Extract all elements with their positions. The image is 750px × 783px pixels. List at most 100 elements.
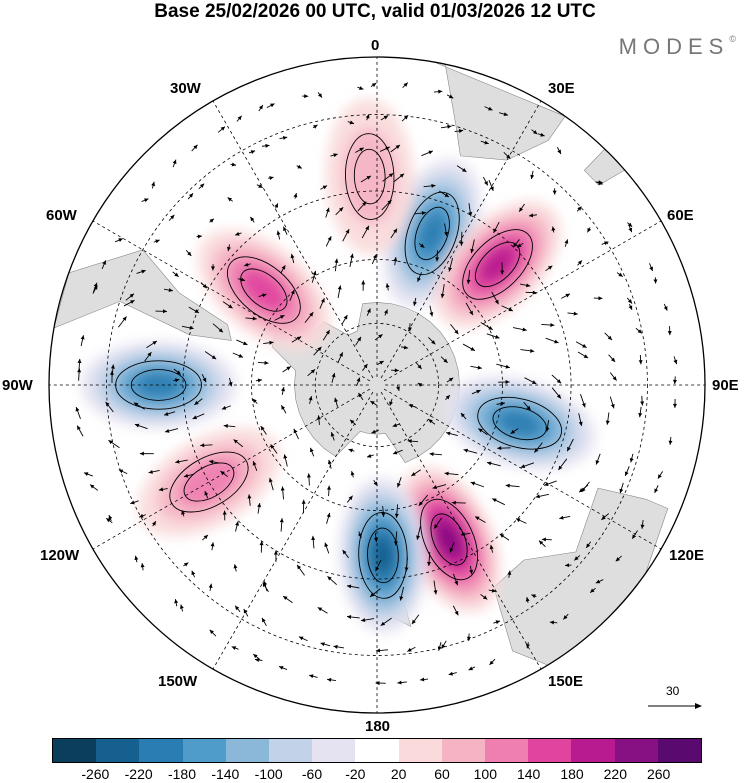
wind-arrow-head xyxy=(531,594,536,599)
wind-arrow-head xyxy=(469,569,474,575)
wind-arrow-head xyxy=(505,380,510,385)
wind-arrow-head xyxy=(345,229,350,234)
wind-arrow-head xyxy=(525,643,530,649)
wind-arrow-head xyxy=(244,262,249,267)
wind-arrow-head xyxy=(290,253,295,259)
wind-arrow-head xyxy=(327,236,332,241)
wind-arrow-head xyxy=(296,336,302,341)
wind-arrow-head xyxy=(162,309,168,314)
wind-arrow-head xyxy=(365,225,369,231)
wind-arrow-head xyxy=(411,472,416,476)
wind-arrow-head xyxy=(282,135,288,140)
wind-arrow-head xyxy=(235,605,240,611)
wind-arrow-head xyxy=(286,366,291,371)
wind-arrow-head xyxy=(420,243,425,248)
wind-arrow-head xyxy=(283,454,288,459)
wind-arrow-head xyxy=(508,307,513,312)
wind-arrow-head xyxy=(610,357,616,362)
wind-arrow-head xyxy=(489,544,494,550)
wind-arrow-head xyxy=(469,310,473,316)
wind-arrow-head xyxy=(280,486,285,491)
wind-arrow-head xyxy=(519,207,524,212)
meridian-line xyxy=(380,391,542,670)
wind-arrow-head xyxy=(264,360,269,365)
wind-arrow-head xyxy=(564,239,569,244)
wind-arrow-head xyxy=(640,401,645,406)
wind-arrow-head xyxy=(174,272,179,277)
wind-arrow-head xyxy=(628,227,633,233)
wind-arrow-head xyxy=(83,472,89,476)
contour-line xyxy=(492,406,547,441)
contour-line xyxy=(430,513,468,566)
wind-arrow-head xyxy=(304,94,309,99)
wind-arrow-head xyxy=(110,364,115,369)
wind-arrow-head xyxy=(188,193,194,198)
colorbar-swatch xyxy=(312,739,356,762)
wind-arrow-head xyxy=(317,346,322,352)
wind-arrow-head xyxy=(530,348,535,353)
wind-arrow-head xyxy=(445,395,450,400)
anomaly-contour-pink-155E xyxy=(436,521,462,558)
wind-arrow-head xyxy=(433,590,438,595)
wind-arrow-head xyxy=(254,658,260,662)
wind-arrow-head xyxy=(179,604,184,609)
wind-arrow-head xyxy=(540,132,545,137)
wind-arrow-head xyxy=(563,615,568,620)
wind-arrow-head xyxy=(517,243,522,248)
wind-arrow-head xyxy=(373,254,377,259)
wind-arrow-head xyxy=(361,618,366,623)
wind-arrow-head xyxy=(451,500,456,505)
wind-arrow-head xyxy=(637,329,642,334)
wind-arrow-head xyxy=(183,473,189,478)
colorbar-tick-label: 100 xyxy=(473,766,498,782)
wind-arrow-head xyxy=(281,265,286,270)
wind-arrow-head xyxy=(362,201,367,207)
wind-arrow-head xyxy=(440,293,445,299)
wind-arrow-head xyxy=(140,563,145,568)
wind-arrow-head xyxy=(532,290,537,295)
colorbar-tick-label: 60 xyxy=(434,766,450,782)
lon-label-150w: 150W xyxy=(158,673,198,690)
wind-arrow-head xyxy=(573,311,578,316)
wind-arrow-head xyxy=(628,305,633,310)
wind-arrow-head xyxy=(235,231,240,236)
anomaly-contour-blue-178E xyxy=(372,536,394,575)
wind-arrow-head xyxy=(640,524,645,529)
wind-arrow-head xyxy=(325,330,330,335)
wind-arrow-head xyxy=(629,458,634,463)
wind-arrow-head xyxy=(247,494,252,499)
wind-arrow-head xyxy=(250,150,256,154)
wind-arrow-head xyxy=(528,213,534,218)
wind-arrow-head xyxy=(667,331,672,336)
wind-arrow-head xyxy=(226,246,231,252)
contour-line xyxy=(477,396,563,450)
colorbar-swatch xyxy=(398,739,442,762)
lon-label-120w: 120W xyxy=(40,547,80,564)
wind-arrow-head xyxy=(152,341,157,345)
wind-arrow-head xyxy=(493,228,498,233)
wind-arrow-head xyxy=(454,329,459,335)
wind-arrow-head xyxy=(148,469,153,474)
wind-arrow-head xyxy=(152,521,156,526)
wind-arrow-head xyxy=(168,288,173,293)
wind-arrow-head xyxy=(174,599,179,604)
wind-arrow-head xyxy=(538,540,544,545)
wind-arrow-head xyxy=(476,389,481,394)
wind-arrow-head xyxy=(253,654,258,659)
lon-label-30w: 30W xyxy=(170,80,201,97)
wind-arrow-head xyxy=(365,114,370,119)
wind-arrow-head xyxy=(554,339,559,344)
wind-arrow-head xyxy=(515,518,521,523)
wind-arrow-head xyxy=(581,402,586,408)
meridian-line xyxy=(383,220,662,382)
wind-arrow-head xyxy=(270,103,275,108)
wind-arrow-head xyxy=(263,580,268,586)
wind-arrow-head xyxy=(283,596,288,601)
wind-arrow-head xyxy=(448,267,453,272)
wind-arrow-head xyxy=(243,341,248,346)
wind-arrow-head xyxy=(202,377,207,383)
colorbar-tick-label: -260 xyxy=(81,766,110,782)
wind-arrow-head xyxy=(227,197,233,202)
wind-arrow-head xyxy=(346,614,352,619)
